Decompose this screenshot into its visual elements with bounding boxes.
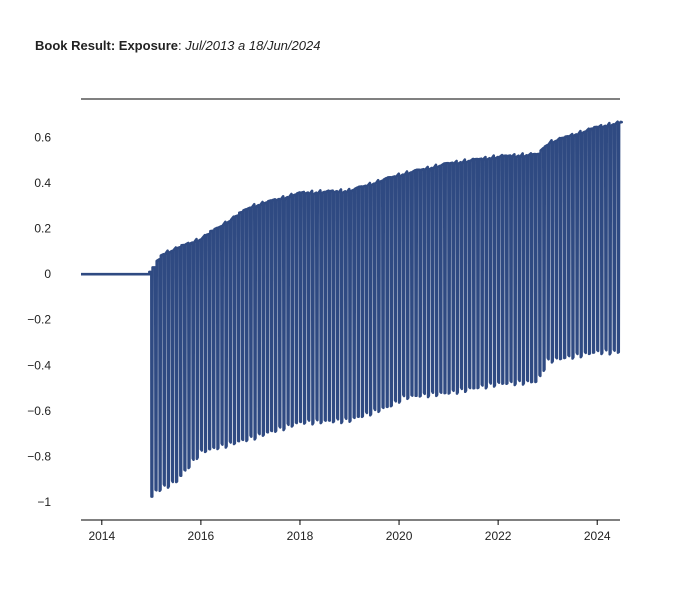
x-tick-label-2024: 2024 — [584, 529, 611, 543]
y-tick-label-neg1: −1 — [37, 495, 51, 509]
y-tick-label-neg0.2: −0.2 — [27, 313, 51, 327]
x-tick-label-2014: 2014 — [88, 529, 115, 543]
x-tick-label-2018: 2018 — [287, 529, 314, 543]
chart-title: Book Result: Exposure: Jul/2013 a 18/Jun… — [35, 38, 320, 53]
chart-title-bold: Book Result: Exposure — [35, 38, 179, 53]
y-tick-label-0: 0 — [44, 267, 51, 281]
x-tick-label-2016: 2016 — [188, 529, 215, 543]
y-tick-label-neg0.6: −0.6 — [27, 404, 51, 418]
y-tick-label-0.4: 0.4 — [34, 176, 51, 190]
x-tick-label-2022: 2022 — [485, 529, 512, 543]
exposure-series-line — [81, 120, 624, 498]
x-tick-label-2020: 2020 — [386, 529, 413, 543]
chart-title-date-range: Jul/2013 a 18/Jun/2024 — [185, 38, 321, 53]
y-tick-label-0.2: 0.2 — [34, 222, 51, 236]
chart-title-separator: : — [178, 38, 186, 53]
y-tick-label-0.6: 0.6 — [34, 131, 51, 145]
y-tick-label-neg0.4: −0.4 — [27, 358, 51, 372]
y-tick-label-neg0.8: −0.8 — [27, 449, 51, 463]
